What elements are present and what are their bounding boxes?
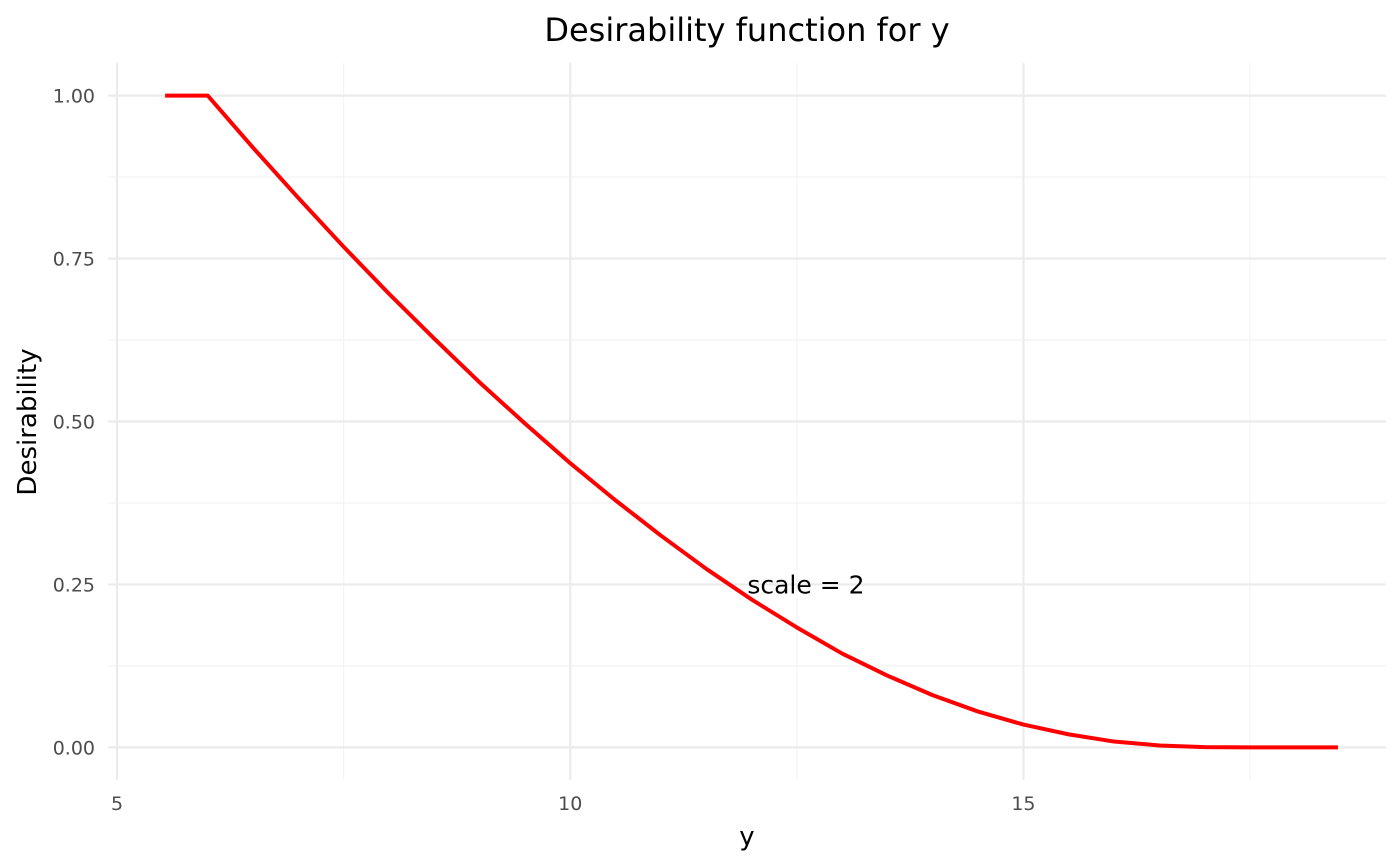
y-tick-label: 0.50	[53, 412, 95, 434]
x-tick-label: 15	[1011, 793, 1035, 815]
y-axis-title: Desirability	[13, 348, 43, 495]
scale-annotation: scale = 2	[747, 570, 864, 599]
annotation-layer: scale = 2	[747, 570, 864, 599]
major-gridlines	[108, 63, 1386, 780]
y-tick-label: 0.25	[53, 574, 95, 596]
x-tick-label: 5	[111, 793, 123, 815]
x-tick-label: 10	[558, 793, 582, 815]
series-layer	[165, 93, 1338, 750]
y-tick-label: 1.00	[53, 86, 95, 108]
x-tick-labels: 5 10 15	[111, 793, 1036, 815]
desirability-curve	[165, 93, 1338, 750]
minor-gridlines	[108, 63, 1386, 780]
chart-title: Desirability function for y	[544, 11, 949, 49]
y-tick-label: 0.00	[53, 737, 95, 759]
x-axis-title: y	[739, 822, 754, 852]
y-tick-label: 0.75	[53, 249, 95, 271]
y-tick-labels: 0.00 0.25 0.50 0.75 1.00	[53, 86, 95, 760]
